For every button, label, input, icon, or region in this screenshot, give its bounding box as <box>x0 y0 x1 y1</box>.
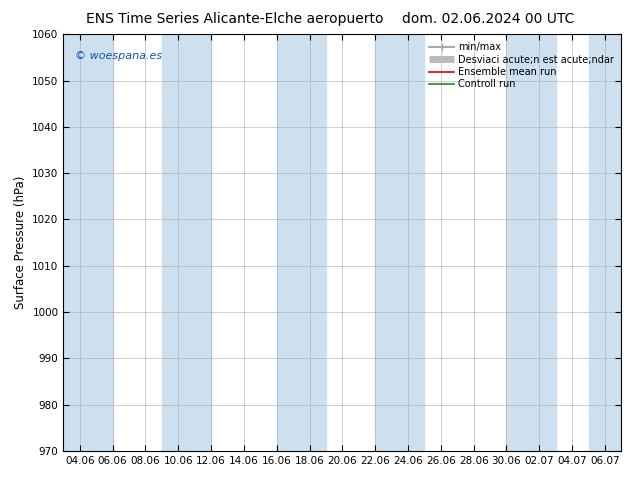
Bar <box>375 34 424 451</box>
Bar <box>507 34 555 451</box>
Bar <box>276 34 326 451</box>
Bar <box>63 34 113 451</box>
Text: © woespana.es: © woespana.es <box>75 51 162 61</box>
Bar <box>162 34 211 451</box>
Bar <box>588 34 621 451</box>
Y-axis label: Surface Pressure (hPa): Surface Pressure (hPa) <box>14 176 27 309</box>
Text: ENS Time Series Alicante-Elche aeropuerto: ENS Time Series Alicante-Elche aeropuert… <box>86 12 384 26</box>
Text: dom. 02.06.2024 00 UTC: dom. 02.06.2024 00 UTC <box>402 12 574 26</box>
Legend: min/max, Desviaci acute;n est acute;ndar, Ensemble mean run, Controll run: min/max, Desviaci acute;n est acute;ndar… <box>427 39 616 92</box>
